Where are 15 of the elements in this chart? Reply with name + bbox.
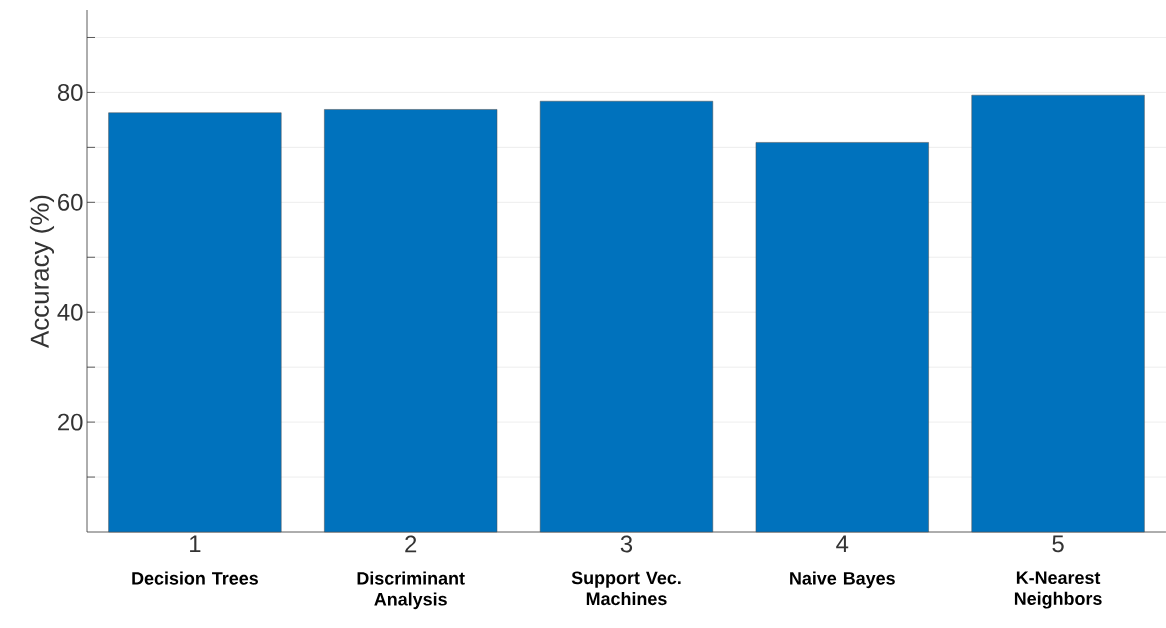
- text: Discriminant Analysis: [357, 571, 465, 610]
- text: K-Nearest Neighbors: [1014, 571, 1102, 609]
- text: Support Vec. Machines: [571, 571, 681, 606]
- text: Decision Trees: [132, 571, 258, 585]
- y-tick-label: 40: [57, 303, 83, 321]
- x-tick-label: 5: [1052, 535, 1064, 553]
- y-tick-label: 20: [58, 413, 83, 431]
- y-tick-label: 80: [57, 83, 83, 101]
- x-tick-label: 3: [620, 535, 633, 553]
- y-tick-label: 60: [58, 193, 83, 211]
- x-tick-label: 1: [190, 535, 201, 552]
- y-axis-title: Accuracy (%): [29, 195, 55, 348]
- x-tick-label: 4: [836, 535, 849, 552]
- x-tick-label: 2: [405, 535, 417, 553]
- text: Naive Bayes: [790, 571, 895, 589]
